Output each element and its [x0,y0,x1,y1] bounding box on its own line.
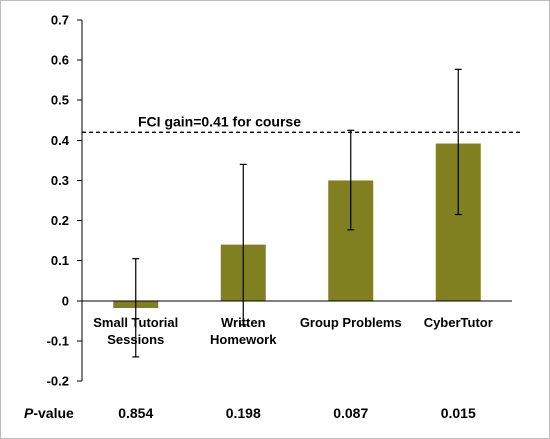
y-tick-label: 0.1 [51,253,69,268]
category-label: Written [221,315,266,330]
category-label: Sessions [107,332,164,347]
y-tick-label: -0.2 [47,374,69,389]
y-tick-label: 0.6 [51,53,69,68]
pvalue-row: P-value 0.854 0.198 0.087 0.015 [24,405,476,421]
y-tick-label: -0.1 [47,333,69,348]
pvalue-label-italic: P [24,405,34,421]
y-tick-label: 0.4 [51,133,70,148]
pvalue: 0.854 [118,405,153,421]
category-labels: Small Tutorial Sessions Written Homework Gro… [93,315,493,347]
category-label: Homework [210,332,277,347]
pvalue: 0.198 [226,405,261,421]
pvalue: 0.087 [333,405,368,421]
category-label: Group Problems [300,315,402,330]
y-tick-label: 0.3 [51,173,69,188]
pvalue: 0.015 [441,405,476,421]
category-label: CyberTutor [424,315,493,330]
y-tick-label: 0.7 [51,13,69,28]
y-tick-label: 0.5 [51,93,69,108]
category-label: Small Tutorial [93,315,178,330]
pvalue-label-rest: -value [33,405,74,421]
y-axis-ticks: -0.2 -0.1 0 0.1 0.2 0.3 0.4 0.5 0.6 0.7 [47,13,82,389]
y-tick-label: 0.2 [51,213,69,228]
reference-line-label: FCI gain=0.41 for course [138,113,301,129]
error-bars [132,68,462,358]
pvalue-row-label: P-value [24,405,74,421]
y-tick-label: 0 [62,293,69,308]
